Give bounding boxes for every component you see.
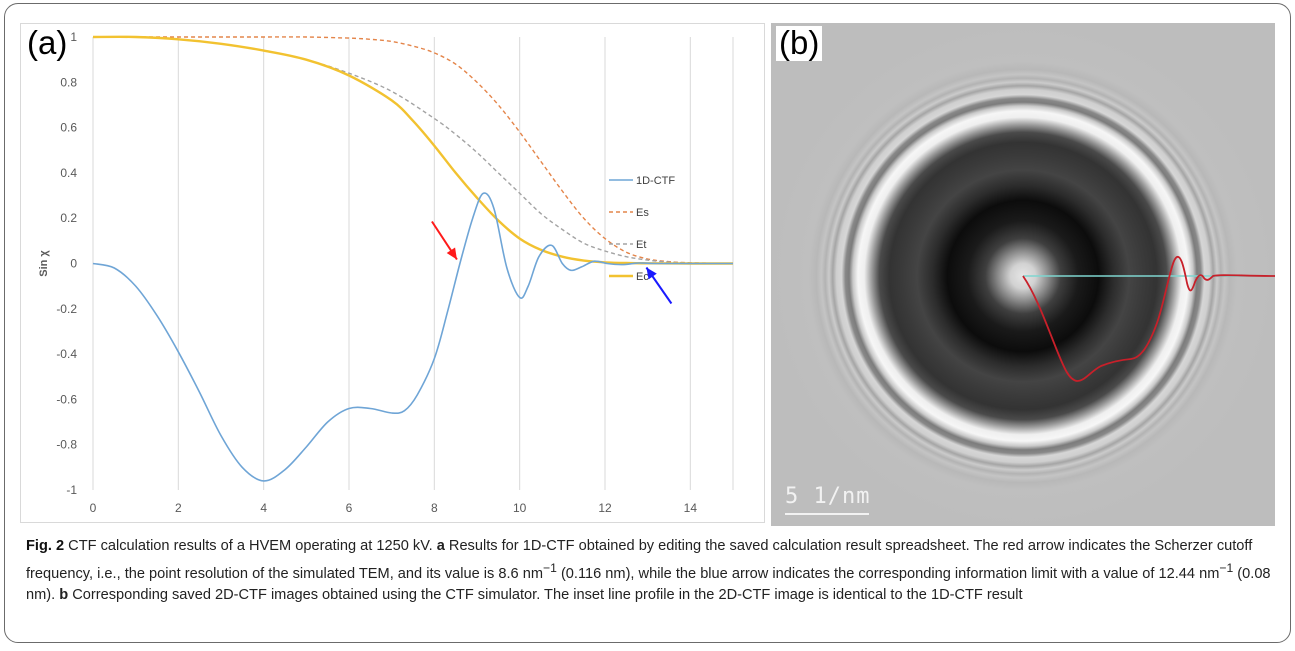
y-tick-label: 0.6 bbox=[60, 121, 77, 135]
legend-label: Ec bbox=[636, 271, 649, 283]
ctf-line-chart: 0 2 4 6 8 10 12 14 -1 -0.8 -0.6 -0.4 -0.2 0 0.2 0.4 0.6 0… bbox=[38, 30, 734, 535]
panel-a-chart: 0 2 4 6 8 10 12 14 -1 -0.8 -0.6 -0.4 -0.2 0 0.2 0.4 0.6 0… bbox=[20, 23, 765, 535]
y-tick-label: -0.2 bbox=[56, 302, 77, 316]
ctf-2d-image bbox=[771, 23, 1275, 526]
legend-label: Es bbox=[636, 207, 649, 219]
y-tick-label: -1 bbox=[66, 483, 77, 497]
y-tick-label: 0.8 bbox=[60, 75, 77, 89]
scale-bar bbox=[785, 513, 869, 515]
caption-b-text: Corresponding saved 2D-CTF images obtain… bbox=[68, 587, 1023, 604]
caption-a-sup2: −1 bbox=[1219, 560, 1234, 575]
x-tick-label: 10 bbox=[513, 501, 527, 515]
scale-bar-label: 5 1/nm bbox=[785, 484, 871, 509]
inset-line-profile bbox=[1022, 255, 1275, 382]
figure-frame bbox=[4, 3, 1291, 643]
figure-caption: Fig. 2 CTF calculation results of a HVEM… bbox=[26, 536, 1276, 607]
panel-b-label: (b) bbox=[776, 26, 823, 61]
series-line-es bbox=[92, 36, 734, 265]
caption-fig-label: Fig. 2 bbox=[26, 538, 65, 554]
x-tick-label: 6 bbox=[346, 501, 353, 515]
caption-b-key: b bbox=[59, 587, 69, 604]
y-tick-label: 0.2 bbox=[60, 211, 77, 225]
series-line-et bbox=[92, 36, 734, 265]
blue-arrow-head bbox=[646, 267, 657, 280]
panel-b-2d-ctf-image: 5 1/nm bbox=[771, 23, 1275, 526]
y-axis-title: Sin χ bbox=[38, 250, 50, 277]
x-tick-label: 0 bbox=[90, 501, 97, 515]
red-arrow-head bbox=[446, 247, 457, 260]
ctf-2d-background bbox=[771, 23, 1275, 526]
series-line-1d-ctf bbox=[92, 192, 733, 482]
x-tick-label: 2 bbox=[175, 501, 182, 515]
y-tick-label: 0 bbox=[70, 257, 77, 271]
x-tick-label: 14 bbox=[684, 501, 698, 515]
series-line-ec bbox=[92, 35, 733, 265]
x-tick-label: 8 bbox=[431, 501, 438, 515]
panel-a-label: (a) bbox=[24, 26, 71, 61]
caption-a-text2: (0.116 nm), while the blue arrow indicat… bbox=[556, 565, 1220, 582]
caption-a-sup1: −1 bbox=[543, 560, 557, 575]
x-tick-label: 12 bbox=[598, 501, 612, 515]
y-tick-label: 0.4 bbox=[60, 166, 77, 180]
legend-label: 1D-CTF bbox=[636, 175, 675, 187]
caption-a-key: a bbox=[436, 538, 445, 554]
caption-intro: CTF calculation results of a HVEM operat… bbox=[64, 538, 437, 554]
legend-label: Et bbox=[636, 239, 646, 251]
y-tick-label: -0.6 bbox=[56, 392, 77, 406]
caption-a-text3: (0.08 nm). bbox=[26, 565, 1271, 604]
y-tick-label: -0.8 bbox=[56, 438, 77, 452]
x-axis-title: k (nm⁻¹) bbox=[392, 523, 435, 524]
x-tick-label: 4 bbox=[260, 501, 267, 515]
caption-a-text: Results for 1D-CTF obtained by editing t… bbox=[26, 538, 1253, 582]
y-tick-label: -0.4 bbox=[56, 347, 77, 361]
y-tick-label: 1 bbox=[70, 30, 77, 44]
